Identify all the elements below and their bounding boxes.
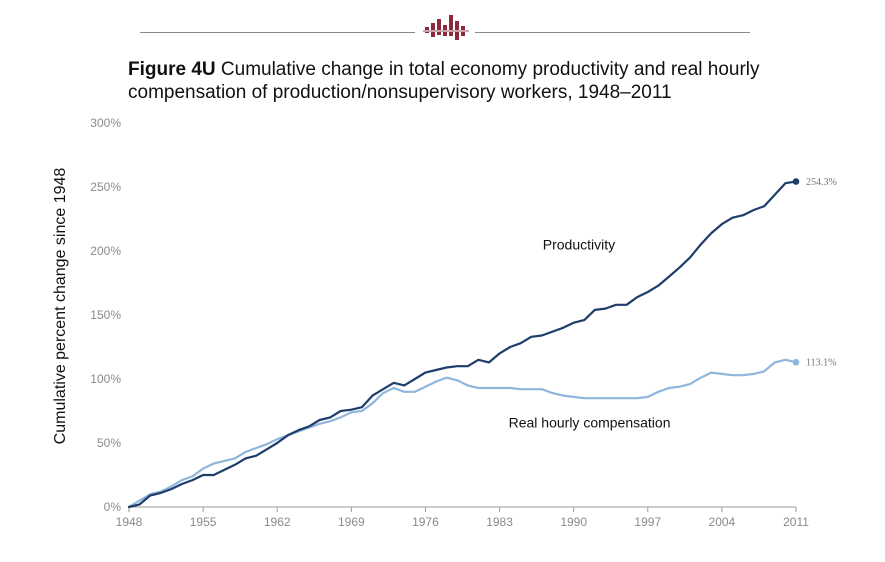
series-end-point: [792, 358, 800, 366]
x-tick-label: 1969: [338, 515, 365, 529]
y-tick-label: 0%: [104, 500, 122, 514]
logo-bars: [423, 15, 469, 40]
logo-icon: [423, 15, 469, 40]
end-label-compensation: 113.1%: [806, 358, 836, 369]
series-line-real-hourly-compensation: [127, 358, 798, 509]
x-tick-label: 2011: [783, 515, 809, 529]
x-tick-label: 1983: [486, 515, 513, 529]
annotation-productivity: Productivity: [543, 237, 615, 253]
x-tick-label: 1962: [264, 515, 291, 529]
chart-lines: [127, 178, 800, 509]
x-tick-label: 1976: [412, 515, 439, 529]
x-tick-label: 1990: [560, 515, 587, 529]
series-line-productivity: [127, 180, 798, 509]
x-tick-label: 1955: [190, 515, 217, 529]
end-label-productivity: 254.3%: [806, 177, 837, 188]
chart-axes: 0% 50% 100% 150% 200% 250% 300% 1948 1955 1962 196…: [90, 116, 809, 529]
y-tick-label: 50%: [97, 436, 121, 450]
y-tick-label: 300%: [90, 116, 121, 130]
annotation-compensation: Real hourly compensation: [509, 415, 671, 431]
y-tick-label: 100%: [90, 372, 121, 386]
y-tick-label: 200%: [90, 244, 121, 258]
chart-title: Figure 4U Cumulative change in total eco…: [128, 58, 848, 104]
header-rule-right: [475, 32, 750, 33]
y-tick-label: 250%: [90, 180, 121, 194]
y-tick-label: 150%: [90, 308, 121, 322]
title-text: Cumulative change in total economy produ…: [128, 59, 760, 103]
figure-label: Figure 4U: [128, 59, 216, 80]
header-rule-left: [140, 32, 415, 33]
series-end-point: [792, 178, 800, 185]
chart-annotations: Productivity Real hourly compensation 254.…: [509, 177, 837, 431]
x-tick-label: 2004: [709, 515, 736, 529]
x-tick-label: 1997: [634, 515, 661, 529]
x-tick-label: 1948: [116, 515, 143, 529]
